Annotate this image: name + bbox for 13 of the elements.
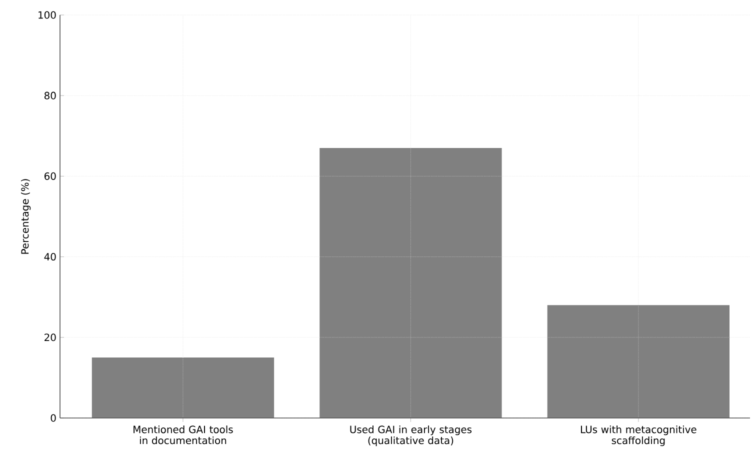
y-tick-label: 0 [50, 414, 56, 422]
x-tick-label: Mentioned GAI tools in documentation [134, 425, 233, 444]
y-tick-label: 60 [44, 172, 56, 180]
bar [320, 148, 502, 418]
y-tick-label: 100 [38, 11, 56, 19]
y-tick-label: 20 [44, 334, 56, 342]
bar [92, 358, 274, 418]
x-tick-label: Used GAI in early stages (qualitative data) [350, 425, 472, 446]
bar [547, 305, 730, 418]
y-axis-title: Percentage (%) [21, 179, 31, 254]
y-tick-label: 80 [44, 92, 56, 100]
x-tick-label: LUs with metacognitive scaffolding [580, 425, 696, 446]
y-tick-label: 40 [44, 253, 56, 261]
